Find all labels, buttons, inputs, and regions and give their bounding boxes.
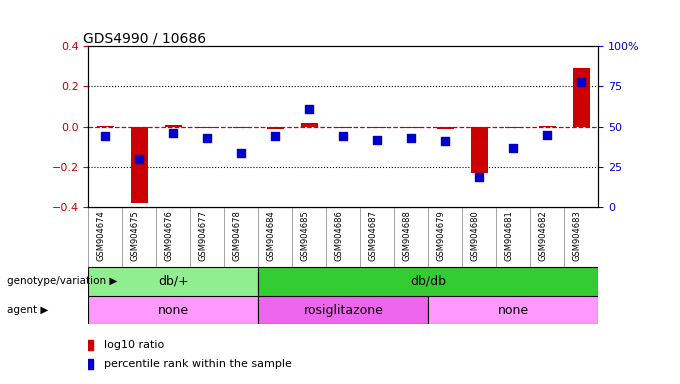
Bar xyxy=(301,123,318,127)
Point xyxy=(202,135,213,141)
Bar xyxy=(335,127,352,128)
Bar xyxy=(165,125,182,127)
Text: percentile rank within the sample: percentile rank within the sample xyxy=(103,359,292,369)
Bar xyxy=(131,127,148,204)
Point xyxy=(100,133,111,139)
Bar xyxy=(88,296,258,324)
Point xyxy=(134,156,145,162)
Bar xyxy=(505,127,522,128)
Point xyxy=(474,174,485,180)
Bar xyxy=(437,127,454,129)
Point xyxy=(542,132,553,138)
Text: GSM904688: GSM904688 xyxy=(403,210,411,261)
Text: none: none xyxy=(498,304,529,316)
Bar xyxy=(403,127,420,128)
Text: GSM904680: GSM904680 xyxy=(471,210,479,261)
Bar xyxy=(258,267,598,296)
Text: GSM904685: GSM904685 xyxy=(301,210,309,261)
Text: none: none xyxy=(158,304,189,316)
Text: GSM904687: GSM904687 xyxy=(369,210,377,261)
Text: GSM904681: GSM904681 xyxy=(505,210,513,261)
Text: db/+: db/+ xyxy=(158,275,189,288)
Point xyxy=(406,135,417,141)
Bar xyxy=(369,127,386,128)
Text: db/db: db/db xyxy=(411,275,446,288)
Point xyxy=(440,138,451,144)
Point xyxy=(168,130,179,136)
Text: GSM904679: GSM904679 xyxy=(437,210,445,261)
Text: GSM904674: GSM904674 xyxy=(97,210,105,261)
Text: GSM904678: GSM904678 xyxy=(233,210,241,261)
Bar xyxy=(233,127,250,128)
Text: GSM904676: GSM904676 xyxy=(165,210,173,261)
Bar xyxy=(573,68,590,127)
Point xyxy=(236,149,247,156)
Bar xyxy=(97,126,114,127)
Bar xyxy=(88,267,258,296)
Point xyxy=(270,133,281,139)
Bar xyxy=(539,126,556,127)
Text: GDS4990 / 10686: GDS4990 / 10686 xyxy=(84,32,207,46)
Bar xyxy=(428,296,598,324)
Bar xyxy=(258,296,428,324)
Text: GSM904684: GSM904684 xyxy=(267,210,275,261)
Point xyxy=(338,133,349,139)
Point xyxy=(304,106,315,112)
Point xyxy=(508,145,519,151)
Text: agent ▶: agent ▶ xyxy=(7,305,48,315)
Text: GSM904675: GSM904675 xyxy=(131,210,139,261)
Text: GSM904683: GSM904683 xyxy=(573,210,581,261)
Bar xyxy=(199,127,216,128)
Text: genotype/variation ▶: genotype/variation ▶ xyxy=(7,276,117,286)
Text: GSM904682: GSM904682 xyxy=(539,210,547,261)
Text: GSM904686: GSM904686 xyxy=(335,210,343,261)
Bar xyxy=(267,127,284,129)
Text: GSM904677: GSM904677 xyxy=(199,210,207,261)
Point xyxy=(576,78,587,84)
Point xyxy=(372,137,383,143)
Text: rosiglitazone: rosiglitazone xyxy=(303,304,384,316)
Text: log10 ratio: log10 ratio xyxy=(103,340,164,350)
Bar xyxy=(471,127,488,173)
